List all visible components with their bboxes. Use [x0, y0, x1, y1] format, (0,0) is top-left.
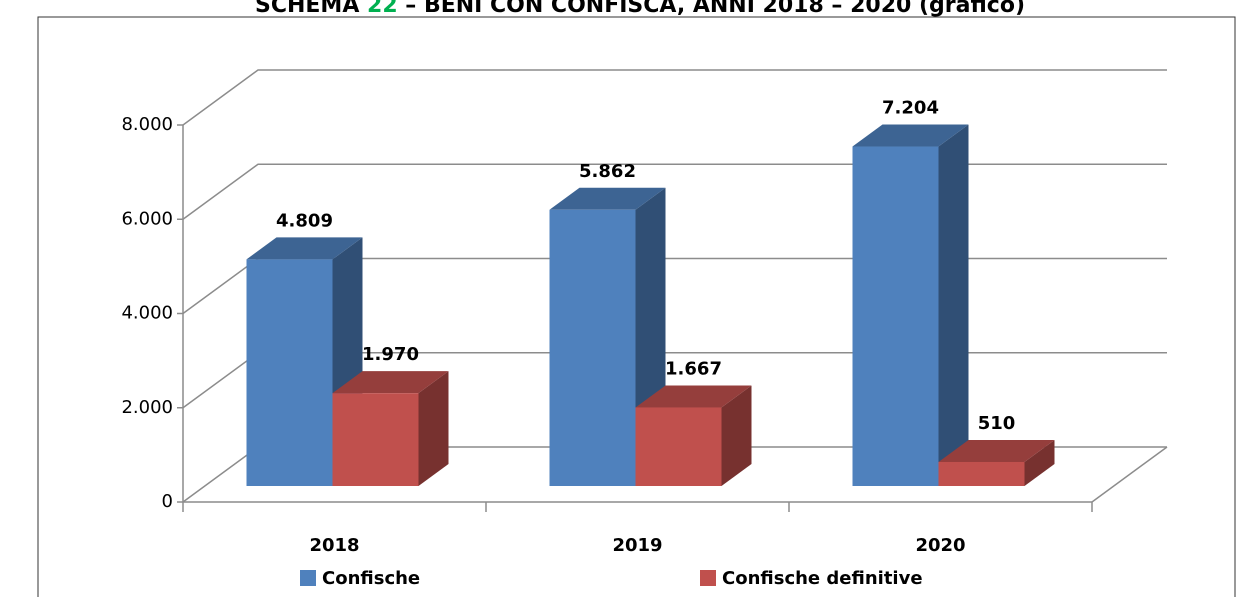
bar: [852, 146, 939, 486]
grid-line: [182, 69, 1167, 126]
bar-top: [332, 371, 449, 394]
bar: [938, 461, 1025, 486]
bar-side: [721, 385, 752, 486]
data-label: 4.809: [276, 210, 333, 231]
bar: [246, 259, 333, 486]
data-label: 1.970: [362, 344, 419, 365]
floor-edge: [1091, 446, 1168, 503]
x-tick-label: 2018: [309, 535, 359, 556]
title-rest: – BENI CON CONFISCA, ANNI 2018 – 2020 (g…: [398, 0, 1025, 18]
y-tick-label: 8.000: [121, 114, 173, 135]
bar: [549, 209, 636, 487]
bar: [635, 407, 722, 486]
bar-top: [549, 187, 666, 210]
bar-side: [938, 124, 969, 486]
data-label: 510: [978, 413, 1016, 434]
legend-label: Confische: [322, 568, 420, 589]
chart-border: [37, 16, 1236, 597]
bar-side: [1024, 439, 1055, 486]
bar-top: [852, 124, 969, 147]
title-number: 22: [367, 0, 398, 18]
bar-top: [635, 385, 752, 408]
data-label: 7.204: [882, 98, 939, 119]
legend-label: Confische definitive: [722, 568, 923, 589]
bar-top: [246, 237, 363, 260]
data-label: 5.862: [579, 161, 636, 182]
legend-swatch: [300, 570, 316, 586]
bar-side: [418, 371, 449, 486]
y-tick-label: 6.000: [121, 208, 173, 229]
title-prefix: SCHEMA: [255, 0, 367, 18]
x-tick-label: 2020: [915, 535, 965, 556]
y-tick-label: 4.000: [121, 303, 173, 324]
legend-swatch: [700, 570, 716, 586]
x-tick-label: 2019: [612, 535, 662, 556]
y-tick-label: 0: [162, 491, 173, 512]
data-label: 1.667: [665, 358, 722, 379]
bar: [332, 393, 419, 486]
chart-title: SCHEMA 22 – BENI CON CONFISCA, ANNI 2018…: [255, 0, 1025, 18]
y-tick-label: 2.000: [121, 397, 173, 418]
bar-top: [938, 439, 1055, 462]
